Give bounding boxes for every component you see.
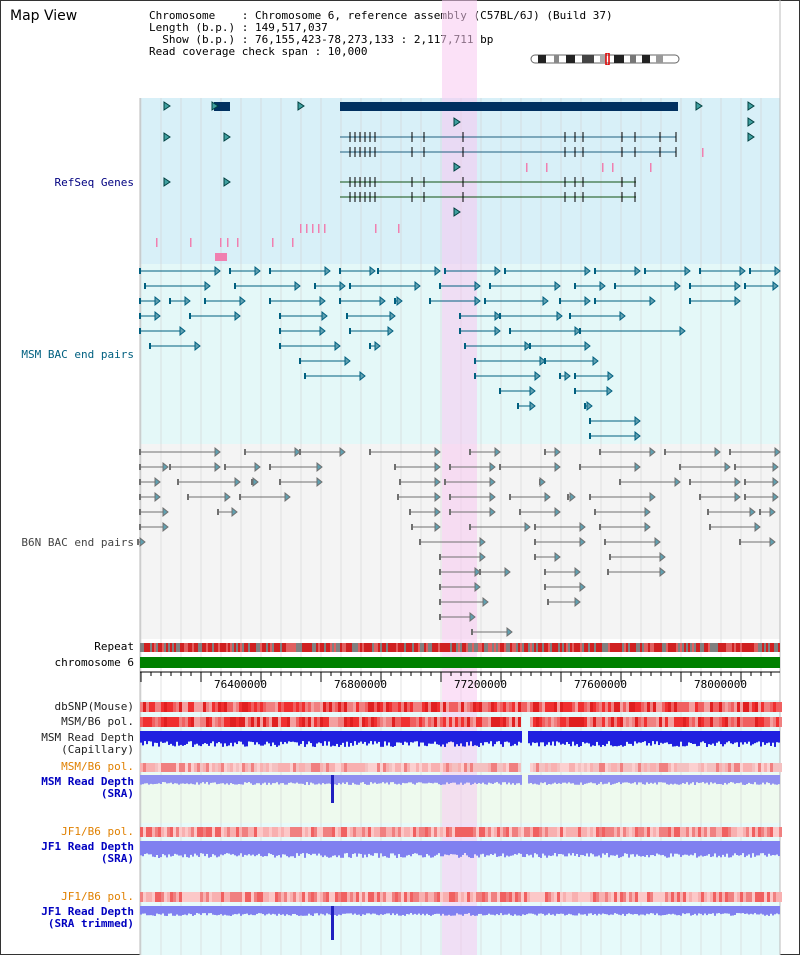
jf1-pol-label: JF1/B6 pol. <box>61 825 134 838</box>
refseq-label: RefSeq Genes <box>54 176 134 189</box>
chromosome-line: Chromosome : Chromosome 6, reference ass… <box>149 9 613 22</box>
dbsnp-label: dbSNP(Mouse) <box>54 700 134 713</box>
panel-title: Map View <box>10 8 78 24</box>
chromosome-info: Chromosome : Chromosome 6, reference ass… <box>149 10 613 58</box>
jf1-pol2-label: JF1/B6 pol. <box>61 890 134 903</box>
b6n-bac-label: B6N BAC end pairs <box>21 536 134 549</box>
axis-tick-label: 76400000 <box>214 678 267 691</box>
jf1-depth-sra-label: JF1 Read Depth (SRA) <box>41 840 134 865</box>
length-line: Length (b.p.) : 149,517,037 <box>149 21 328 34</box>
msm-bac-label: MSM BAC end pairs <box>21 348 134 361</box>
axis-tick-label: 76800000 <box>334 678 387 691</box>
chromosome-bar <box>140 657 780 668</box>
msm-depth-sra-label: MSM Read Depth (SRA) <box>41 775 134 800</box>
span-line: Read coverage check span : 10,000 <box>149 45 368 58</box>
msm-bac-track[interactable] <box>139 265 781 442</box>
b6n-bac-track[interactable] <box>137 446 781 638</box>
axis-tick-label: 77200000 <box>454 678 507 691</box>
repeat-label: Repeat <box>94 640 134 653</box>
axis-tick-label: 78000000 <box>694 678 747 691</box>
msm-pol2-label: MSM/B6 pol. <box>61 760 134 773</box>
jf1-depth-trim-label: JF1 Read Depth (SRA trimmed) <box>41 905 134 930</box>
axis-tick-label: 77600000 <box>574 678 627 691</box>
refseq-genes-track[interactable] <box>156 101 755 261</box>
repeat-track <box>140 643 780 652</box>
chromosome-label: chromosome 6 <box>54 656 134 669</box>
chromosome-ideogram[interactable] <box>530 53 682 65</box>
polymorphism-tracks <box>140 702 782 940</box>
show-line: Show (b.p.) : 76,155,423-78,273,133 : 2,… <box>149 33 494 46</box>
msm-pol-label: MSM/B6 pol. <box>61 715 134 728</box>
msm-depth-cap-label: MSM Read Depth (Capillary) <box>41 731 134 756</box>
